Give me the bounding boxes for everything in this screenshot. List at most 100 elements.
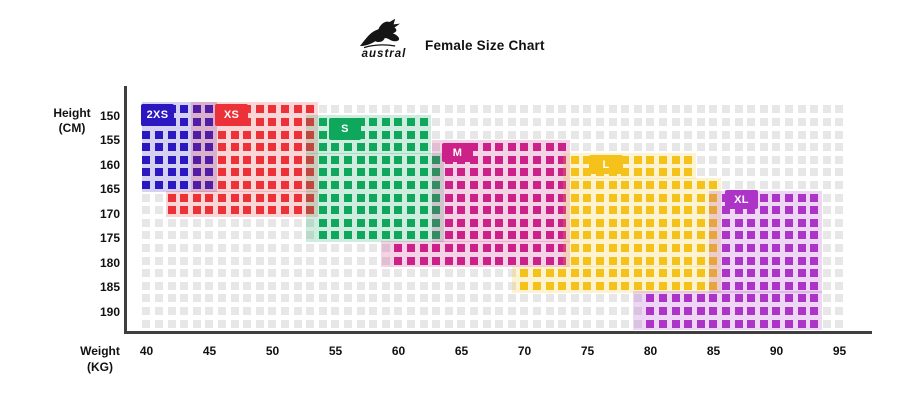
- grid-cell-empty: [432, 130, 441, 139]
- grid-cell-empty: [343, 269, 352, 278]
- size-cell-xs: [255, 193, 264, 202]
- grid-cell-empty: [835, 256, 844, 265]
- size-cell-xs: [243, 180, 252, 189]
- size-cell-l: [583, 243, 592, 252]
- grid-cell-empty: [343, 281, 352, 290]
- grid-cell-empty: [457, 130, 466, 139]
- size-cell-s: [331, 193, 340, 202]
- grid-cell-empty: [457, 319, 466, 328]
- grid-cell-empty: [356, 105, 365, 114]
- size-cell-m: [545, 180, 554, 189]
- grid-cell-empty: [633, 294, 642, 303]
- size-cell-l: [570, 193, 579, 202]
- size-cell-m: [482, 143, 491, 152]
- size-cell-l: [595, 269, 604, 278]
- grid-cell-empty: [167, 269, 176, 278]
- size-cell-m: [545, 218, 554, 227]
- size-cell-xs: [217, 168, 226, 177]
- grid-cell-empty: [318, 243, 327, 252]
- grid-cell-empty: [394, 105, 403, 114]
- grid-cell-empty: [772, 168, 781, 177]
- size-cell-l: [684, 281, 693, 290]
- grid-cell-empty: [835, 294, 844, 303]
- size-cell-s: [356, 143, 365, 152]
- grid-cell-empty: [507, 117, 516, 126]
- size-cell-xl: [772, 243, 781, 252]
- size-cell-s: [331, 206, 340, 215]
- size-cell-s: [356, 168, 365, 177]
- size-cell-2xs: [142, 143, 151, 152]
- size-chip-s: S: [329, 118, 361, 140]
- size-cell-l: [570, 256, 579, 265]
- size-cell-l: [532, 269, 541, 278]
- grid-cell-empty: [532, 319, 541, 328]
- size-cell-xs: [243, 193, 252, 202]
- size-cell-2xs: [167, 143, 176, 152]
- size-cell-s: [369, 130, 378, 139]
- size-cell-m: [558, 155, 567, 164]
- grid-cell-empty: [734, 180, 743, 189]
- size-cell-2xs: [154, 130, 163, 139]
- size-cell-2xs: [167, 130, 176, 139]
- size-cell-l: [671, 193, 680, 202]
- grid-cell-empty: [457, 306, 466, 315]
- brand-wordmark: austral: [361, 48, 407, 60]
- size-cell-m: [495, 180, 504, 189]
- size-cell-xl: [772, 193, 781, 202]
- grid-cell-empty: [520, 294, 529, 303]
- size-cell-xs: [268, 180, 277, 189]
- grid-cell-empty: [797, 168, 806, 177]
- size-cell-m: [495, 168, 504, 177]
- grid-cell-empty: [457, 117, 466, 126]
- size-cell-xl: [721, 294, 730, 303]
- size-cell-l: [583, 168, 592, 177]
- grid-cell-empty: [406, 269, 415, 278]
- size-cell-s: [318, 193, 327, 202]
- grid-cell-empty: [822, 180, 831, 189]
- size-cell-l: [709, 206, 718, 215]
- size-cell-l: [558, 269, 567, 278]
- grid-cell-empty: [583, 130, 592, 139]
- size-cell-2xs: [142, 180, 151, 189]
- grid-cell-empty: [369, 319, 378, 328]
- grid-cell-empty: [331, 105, 340, 114]
- size-cell-xs: [280, 180, 289, 189]
- grid-cell-empty: [772, 117, 781, 126]
- size-cell-2xs: [205, 130, 214, 139]
- size-cell-xs: [293, 193, 302, 202]
- grid-cell-empty: [495, 130, 504, 139]
- grid-cell-empty: [709, 155, 718, 164]
- size-cell-xl: [734, 206, 743, 215]
- grid-cell-empty: [684, 130, 693, 139]
- size-cell-xl: [696, 319, 705, 328]
- grid-cell-empty: [621, 130, 630, 139]
- size-cell-l: [633, 243, 642, 252]
- grid-cell-empty: [432, 306, 441, 315]
- size-cell-xl: [721, 231, 730, 240]
- size-cell-m: [406, 243, 415, 252]
- grid-cell-empty: [318, 281, 327, 290]
- grid-cell-empty: [205, 218, 214, 227]
- size-cell-m: [482, 218, 491, 227]
- size-cell-l: [671, 231, 680, 240]
- grid-cell-empty: [784, 130, 793, 139]
- size-cell-m: [520, 206, 529, 215]
- grid-cell-empty: [684, 105, 693, 114]
- grid-cell-empty: [583, 294, 592, 303]
- grid-cell-empty: [520, 319, 529, 328]
- grid-cell-empty: [810, 117, 819, 126]
- size-cell-l: [709, 269, 718, 278]
- grid-cell-empty: [646, 130, 655, 139]
- size-cell-s: [419, 180, 428, 189]
- size-cell-m: [469, 243, 478, 252]
- size-cell-s: [381, 180, 390, 189]
- grid-cell-empty: [406, 105, 415, 114]
- size-cell-2xs: [192, 155, 201, 164]
- size-cell-l: [709, 231, 718, 240]
- size-cell-l: [608, 269, 617, 278]
- size-cell-xl: [759, 294, 768, 303]
- grid-cell-empty: [810, 155, 819, 164]
- size-cell-s: [406, 143, 415, 152]
- grid-cell-empty: [394, 306, 403, 315]
- size-cell-m: [558, 168, 567, 177]
